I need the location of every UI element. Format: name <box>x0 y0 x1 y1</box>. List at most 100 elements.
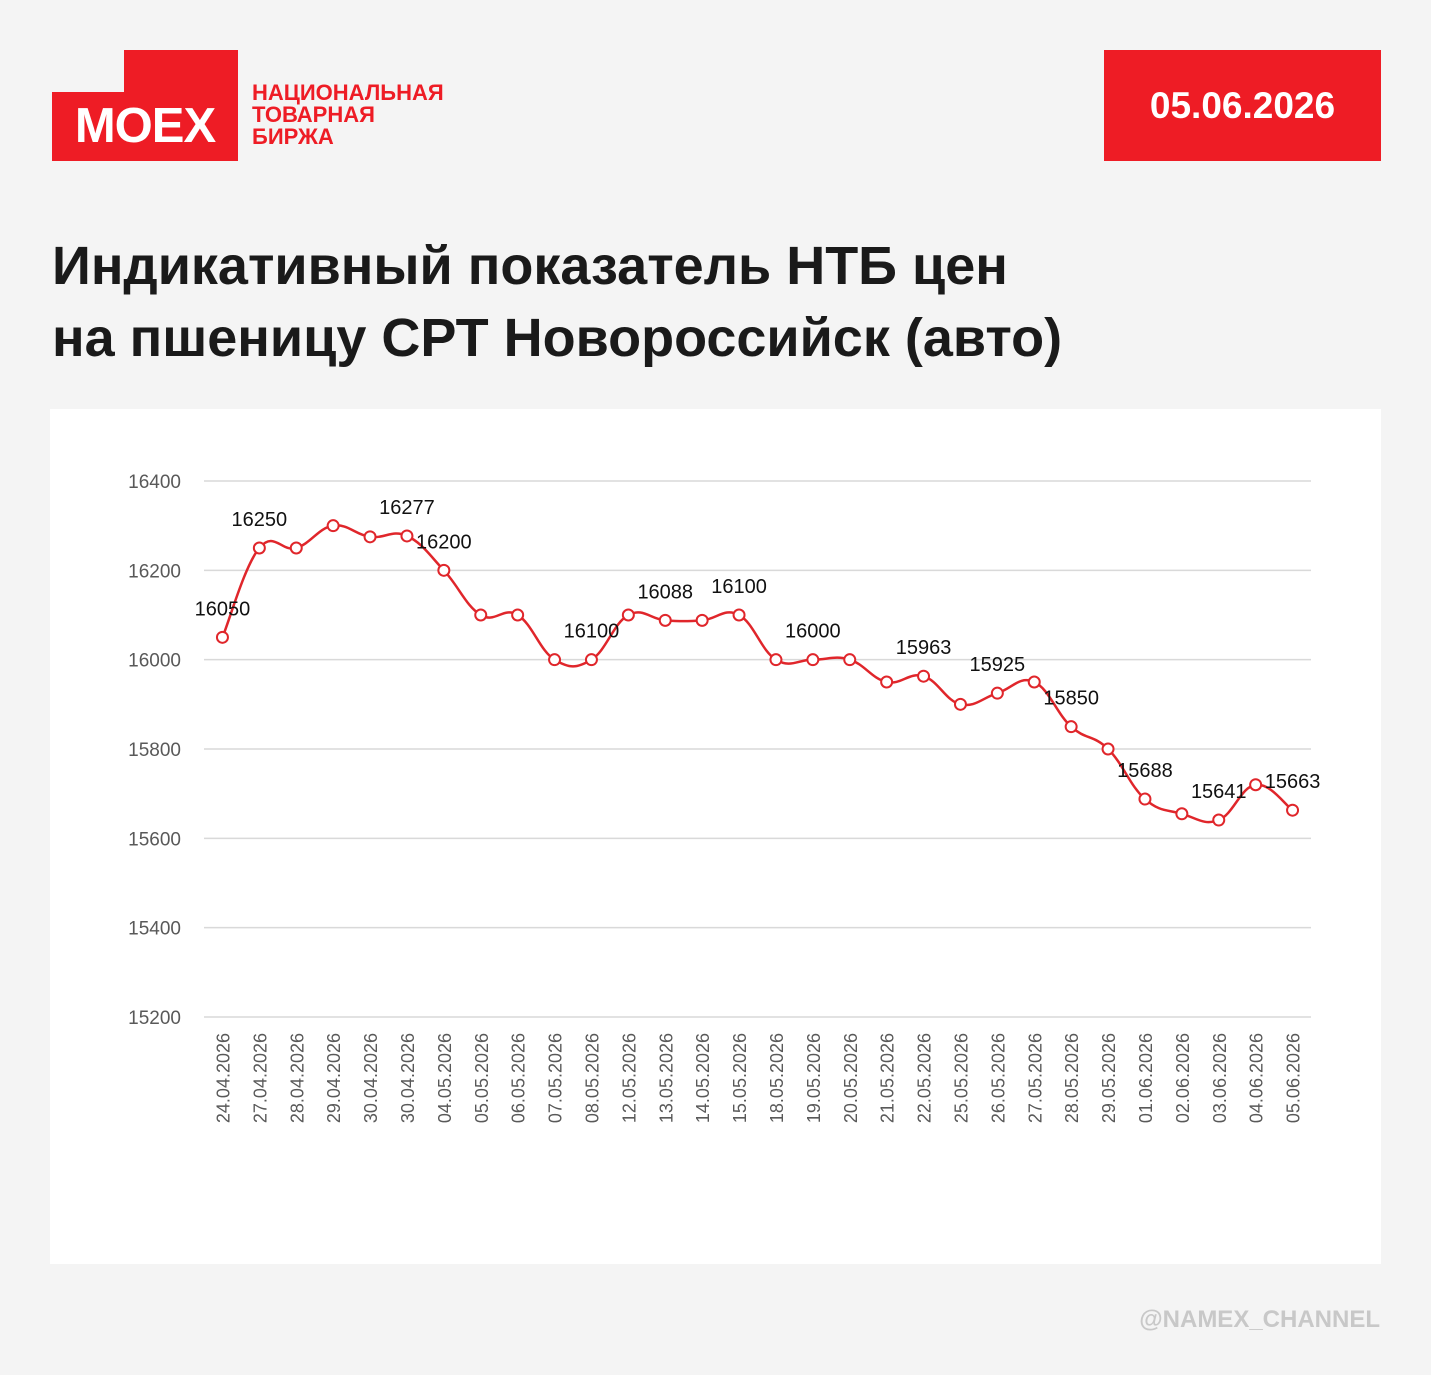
y-tick-label: 16000 <box>128 651 181 672</box>
x-tick-label: 08.05.2026 <box>582 1033 602 1123</box>
data-point <box>1101 742 1115 756</box>
grid-lines <box>204 480 1311 1018</box>
x-tick-label: 07.05.2026 <box>546 1033 566 1123</box>
y-tick-label: 15600 <box>128 829 181 850</box>
data-point <box>252 541 266 555</box>
data-point <box>1249 778 1263 792</box>
data-point <box>584 653 598 667</box>
logo-text: MOEX <box>74 99 216 153</box>
x-tick-label: 04.06.2026 <box>1247 1033 1267 1123</box>
data-point <box>400 529 414 543</box>
y-tick-label: 15400 <box>128 919 181 940</box>
x-tick-label: 27.05.2026 <box>1025 1033 1045 1123</box>
data-label: 15850 <box>1043 688 1099 710</box>
data-label: 16250 <box>232 509 288 531</box>
y-tick-label: 15800 <box>128 740 181 761</box>
data-point <box>363 530 377 544</box>
x-tick-label: 15.05.2026 <box>730 1033 750 1123</box>
data-label: 16100 <box>564 621 620 643</box>
y-tick-label: 16200 <box>128 561 181 582</box>
data-point <box>843 653 857 667</box>
series-line <box>221 524 1294 824</box>
x-tick-label: 30.04.2026 <box>361 1033 381 1123</box>
data-point <box>437 563 451 577</box>
x-tick-label: 27.04.2026 <box>250 1033 270 1123</box>
data-label: 16200 <box>416 531 472 553</box>
x-tick-label: 05.05.2026 <box>472 1033 492 1123</box>
x-tick-label: 28.04.2026 <box>287 1033 307 1123</box>
x-tick-label: 20.05.2026 <box>841 1033 861 1123</box>
logo-notch <box>124 50 238 92</box>
exchange-name-line-1: НАЦИОНАЛЬНАЯ <box>252 80 444 105</box>
data-label: 15641 <box>1191 781 1247 803</box>
x-tick-label: 22.05.2026 <box>915 1033 935 1123</box>
data-label: 16000 <box>785 621 841 643</box>
data-point <box>548 653 562 667</box>
data-label: 16277 <box>379 497 435 519</box>
data-point <box>1027 675 1041 689</box>
x-tick-label: 02.06.2026 <box>1173 1033 1193 1123</box>
data-label: 15925 <box>970 654 1026 676</box>
series-points <box>215 519 1300 827</box>
data-point <box>1064 720 1078 734</box>
channel-handle: @NAMEX_CHANNEL <box>1139 1306 1380 1333</box>
series-line-layer <box>221 524 1294 824</box>
exchange-name-line-3: БИРЖА <box>252 124 334 149</box>
x-tick-label: 24.04.2026 <box>213 1033 233 1123</box>
data-point <box>917 669 931 683</box>
page-title-line-2: на пшеницу СРТ Новороссийск (авто) <box>52 308 1063 368</box>
data-point <box>215 630 229 644</box>
x-tick-label: 21.05.2026 <box>878 1033 898 1123</box>
exchange-name: НАЦИОНАЛЬНАЯ ТОВАРНАЯ БИРЖА <box>252 82 444 148</box>
data-label: 15688 <box>1117 760 1173 782</box>
x-tick-label: 05.06.2026 <box>1284 1033 1304 1123</box>
line-chart: 15200 15400 15600 15800 16000 16200 16400 24.0… <box>128 472 1321 1123</box>
x-tick-label: 25.05.2026 <box>951 1033 971 1123</box>
data-point <box>990 686 1004 700</box>
x-tick-label: 30.04.2026 <box>398 1033 418 1123</box>
data-point <box>1138 792 1152 806</box>
x-tick-label: 01.06.2026 <box>1136 1033 1156 1123</box>
data-label: 15963 <box>896 637 952 659</box>
data-point <box>1286 803 1300 817</box>
x-tick-label: 14.05.2026 <box>693 1033 713 1123</box>
x-tick-label: 06.05.2026 <box>509 1033 529 1123</box>
y-axis-ticks: 15200 15400 15600 15800 16000 16200 16400 <box>128 472 181 1029</box>
x-tick-label: 29.04.2026 <box>324 1033 344 1123</box>
x-tick-label: 12.05.2026 <box>619 1033 639 1123</box>
data-point <box>1175 807 1189 821</box>
logo-block <box>52 92 238 161</box>
x-tick-label: 26.05.2026 <box>988 1033 1008 1123</box>
data-point <box>880 675 894 689</box>
data-label: 15663 <box>1265 771 1321 793</box>
data-point <box>769 653 783 667</box>
data-label: 16050 <box>195 598 251 620</box>
data-label: 16088 <box>637 581 693 603</box>
data-point <box>289 541 303 555</box>
data-point <box>695 613 709 627</box>
data-labels: 16050 16250 16277 16200 16100 16088 16100 16000… <box>195 497 1321 803</box>
x-axis-ticks: 24.04.2026 27.04.2026 28.04.2026 29.04.2026… <box>213 1033 1303 1123</box>
y-tick-label: 15200 <box>128 1008 181 1029</box>
exchange-name-line-2: ТОВАРНАЯ <box>252 102 375 127</box>
x-tick-label: 03.06.2026 <box>1210 1033 1230 1123</box>
data-point <box>511 608 525 622</box>
data-point <box>732 608 746 622</box>
date-badge: 05.06.2026 <box>1104 50 1381 161</box>
x-tick-label: 28.05.2026 <box>1062 1033 1082 1123</box>
data-point <box>474 608 488 622</box>
x-tick-label: 13.05.2026 <box>656 1033 676 1123</box>
x-tick-label: 29.05.2026 <box>1099 1033 1119 1123</box>
data-point <box>621 608 635 622</box>
data-point <box>1212 813 1226 827</box>
x-tick-label: 18.05.2026 <box>767 1033 787 1123</box>
data-point <box>658 613 672 627</box>
page-title-line-1: Индикативный показатель НТБ цен <box>52 236 1008 296</box>
chart-card: 15200 15400 15600 15800 16000 16200 16400 24.0… <box>50 409 1381 1264</box>
page-title: Индикативный показатель НТБ цен на пшени… <box>52 230 1382 374</box>
data-label: 16100 <box>711 576 767 598</box>
data-point <box>953 697 967 711</box>
x-tick-label: 19.05.2026 <box>804 1033 824 1123</box>
data-point <box>806 653 820 667</box>
x-tick-label: 04.05.2026 <box>435 1033 455 1123</box>
